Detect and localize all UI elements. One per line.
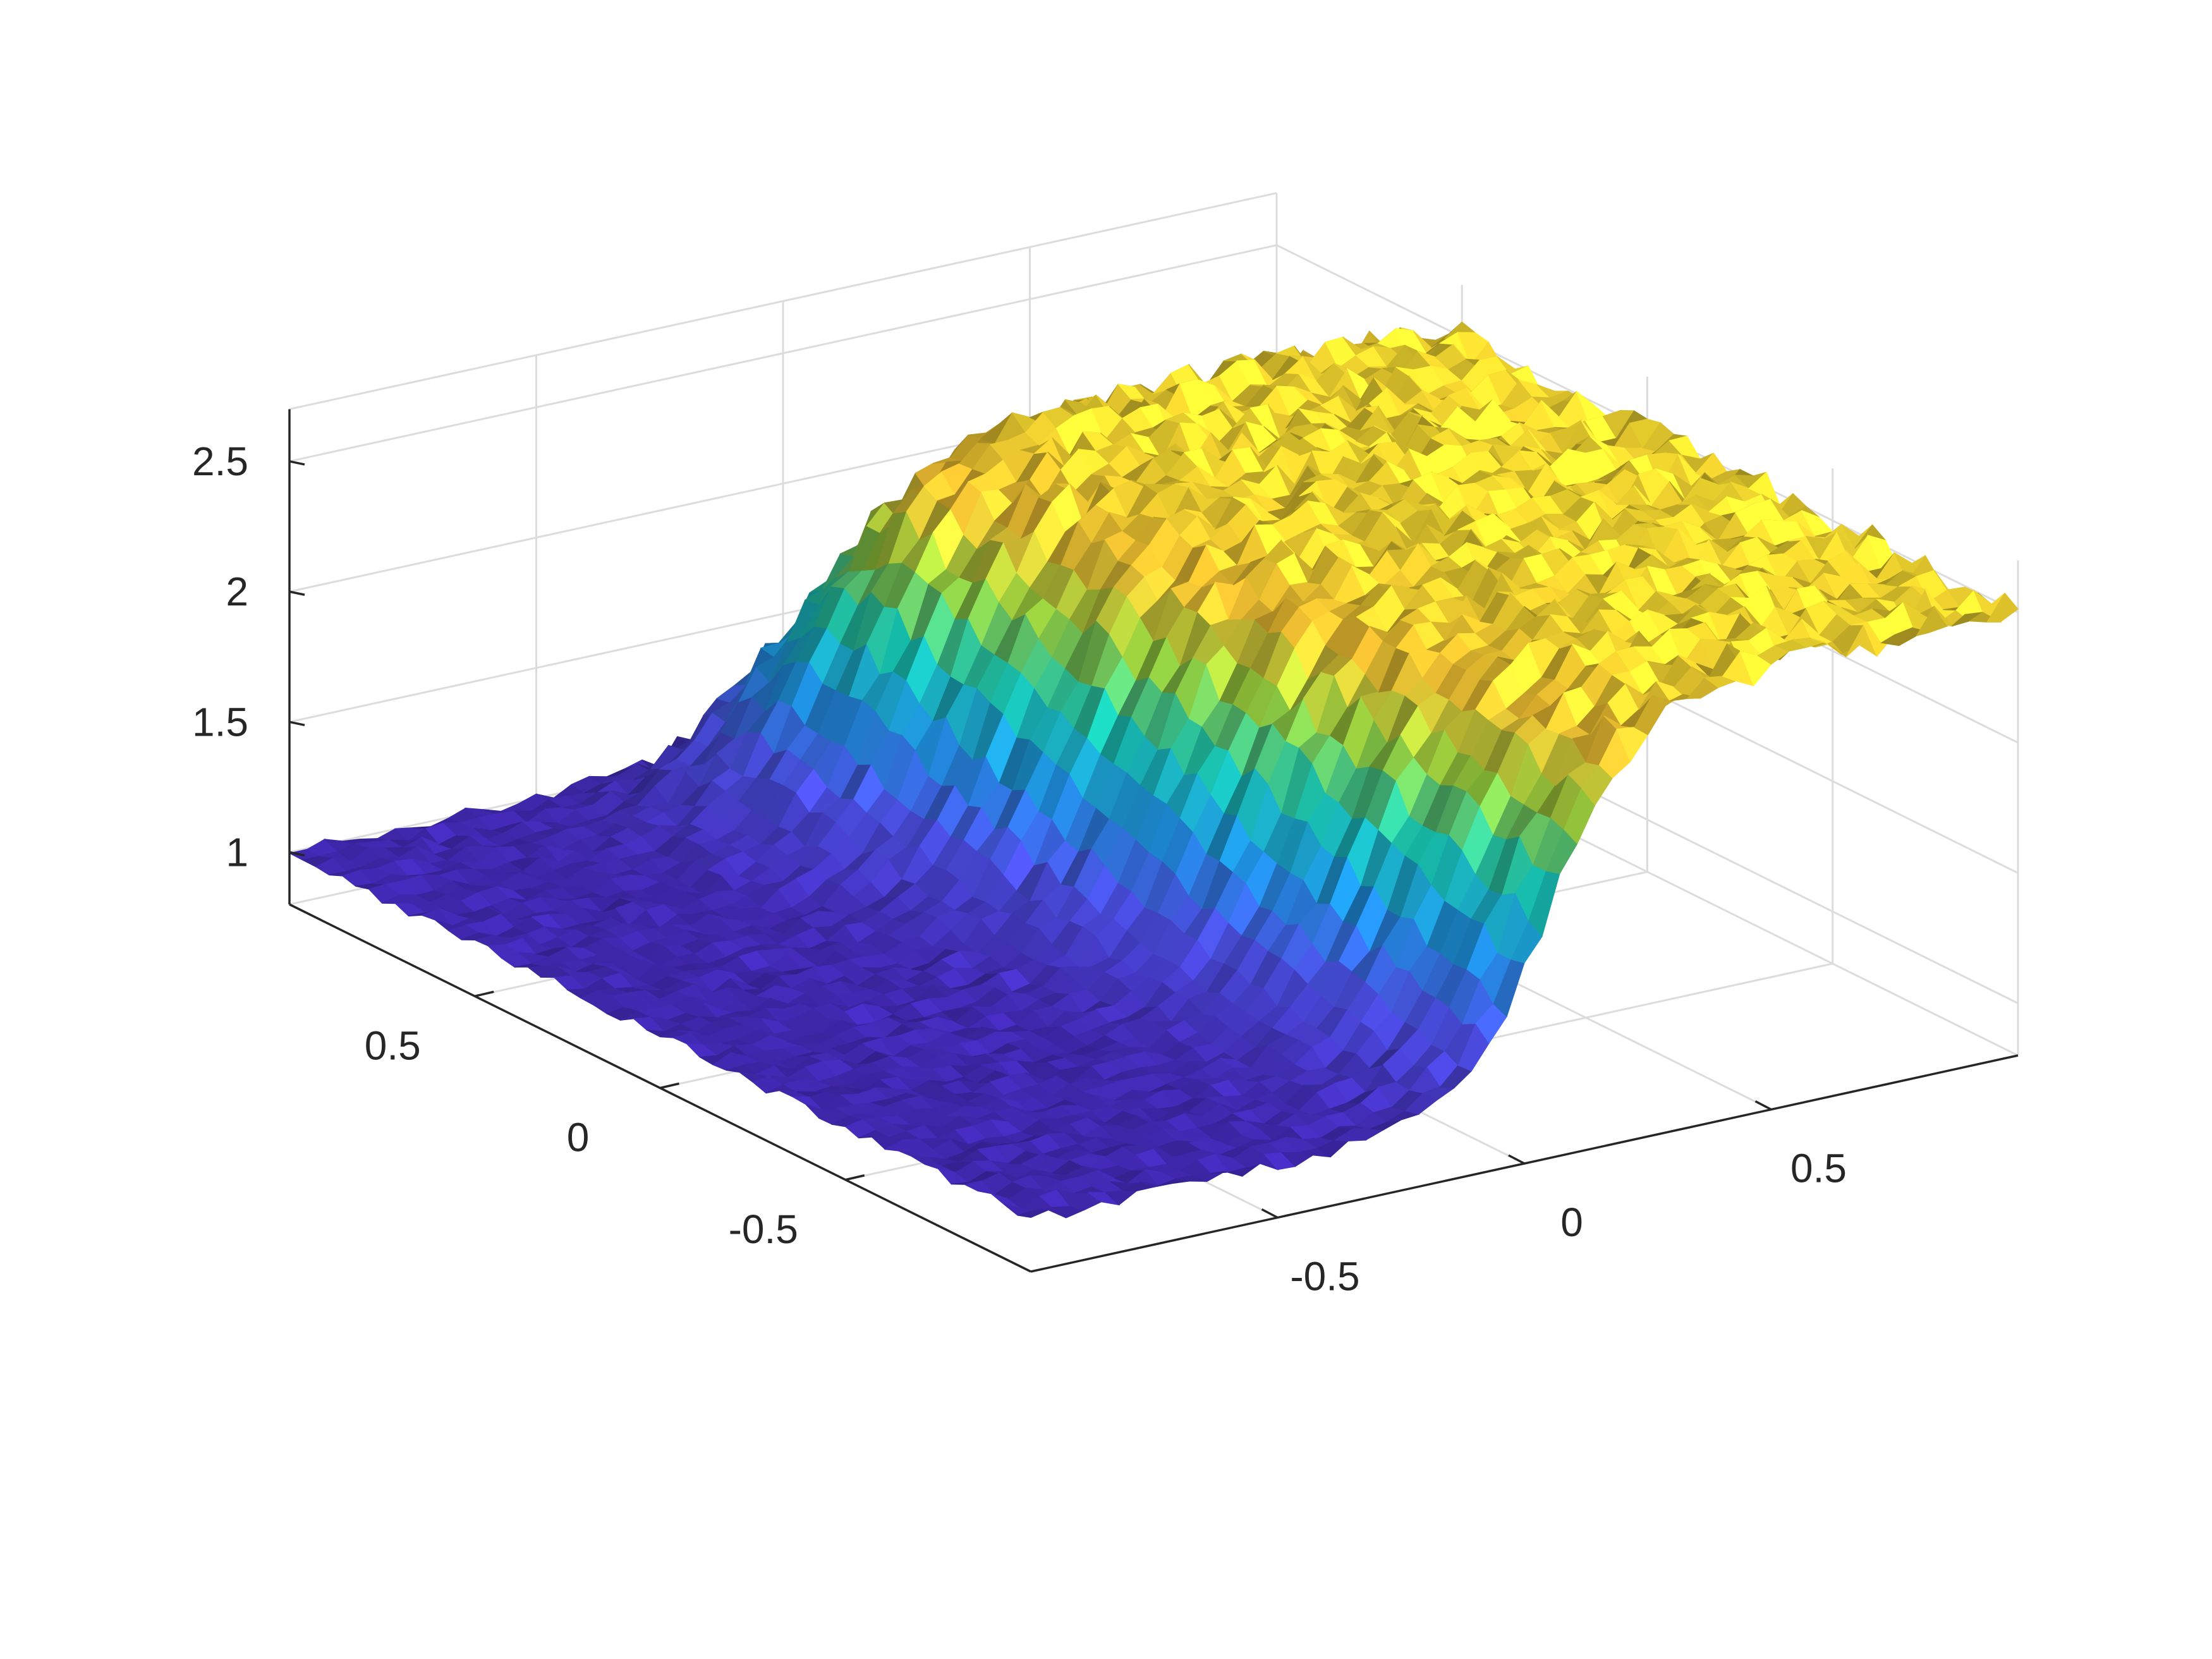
y-tick-mark bbox=[474, 990, 494, 997]
back-wall-grid-line bbox=[289, 191, 1277, 410]
y-tick-mark bbox=[845, 1174, 865, 1181]
z-tick-label: 2.5 bbox=[192, 439, 248, 484]
surface-patch bbox=[1986, 592, 2019, 623]
x-tick-mark bbox=[1508, 1154, 1525, 1165]
tick-marks bbox=[289, 460, 1772, 1219]
back-wall-grid-line bbox=[289, 244, 1277, 463]
surface-mesh bbox=[288, 321, 2019, 1218]
tick-labels: 1 1.5 2 2.5 0.5 0 -0.5 0.5 0 -0.5 bbox=[192, 439, 1847, 1299]
x-tick-label: -0.5 bbox=[1290, 1254, 1359, 1299]
z-tick-label: 2 bbox=[226, 569, 248, 614]
z-tick-label: 1 bbox=[226, 830, 248, 875]
z-tick-mark bbox=[289, 851, 305, 857]
x-tick-mark bbox=[1261, 1208, 1279, 1219]
y-tick-label: -0.5 bbox=[729, 1206, 798, 1252]
y-tick-label: 0.5 bbox=[365, 1023, 421, 1068]
z-tick-mark bbox=[289, 460, 305, 466]
z-tick-mark bbox=[289, 590, 305, 596]
y-tick-label: 0 bbox=[567, 1115, 590, 1160]
z-tick-label: 1.5 bbox=[192, 699, 248, 744]
z-tick-mark bbox=[289, 720, 305, 727]
x-tick-mark bbox=[1754, 1100, 1772, 1111]
x-tick-label: 0 bbox=[1560, 1200, 1583, 1245]
y-tick-mark bbox=[660, 1082, 679, 1090]
x-tick-label: 0.5 bbox=[1790, 1146, 1847, 1191]
